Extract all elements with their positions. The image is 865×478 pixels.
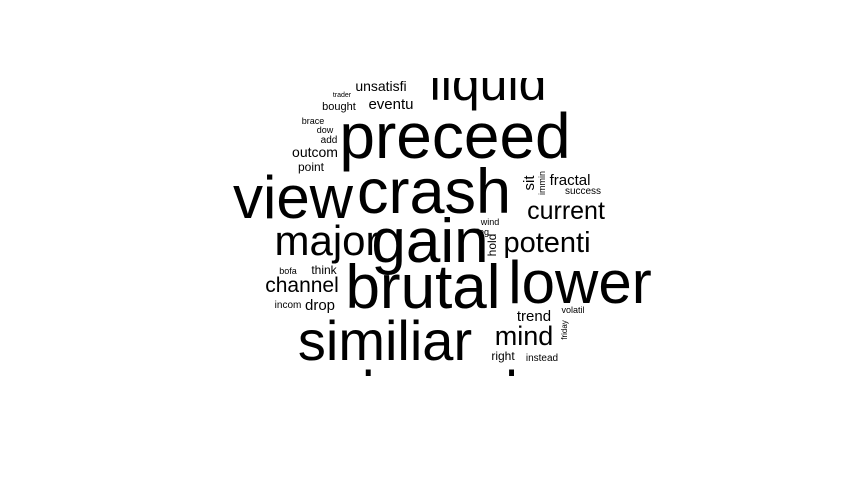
word-right: right: [491, 349, 515, 363]
word-friday: friday: [560, 320, 569, 340]
word-leg: leg: [477, 227, 489, 237]
word-brace: brace: [302, 116, 325, 126]
word-instead: instead: [526, 353, 558, 364]
word-add: add: [321, 135, 338, 146]
word-bought: bought: [322, 101, 356, 113]
word-dow: dow: [317, 125, 334, 135]
word-mind: mind: [495, 321, 554, 351]
word-liquid: liquid: [430, 55, 547, 111]
word-sit: sit: [521, 175, 538, 191]
word-think: think: [311, 263, 337, 277]
word-major: major: [274, 217, 379, 264]
word-crash: crash: [357, 157, 511, 227]
word-trend: trend: [517, 308, 551, 325]
word-brutal: brutal: [345, 253, 500, 322]
word-trader: trader: [333, 92, 352, 99]
word-outcom: outcom: [292, 144, 338, 160]
word-rebound: rebound: [312, 359, 518, 422]
word-immin: immin: [537, 171, 547, 195]
word-channel: channel: [265, 274, 339, 297]
word-unsatisfi: unsatisfi: [355, 78, 406, 94]
word-wind: wind: [480, 217, 500, 227]
word-fractal: fractal: [550, 172, 591, 189]
word-current: current: [527, 197, 605, 225]
word-drop: drop: [305, 297, 335, 314]
word-point: point: [298, 160, 325, 174]
word-gain: gain: [371, 207, 488, 276]
word-eventu: eventu: [368, 96, 413, 113]
word-success: success: [565, 186, 601, 197]
word-view: view: [233, 164, 354, 231]
word-bofa: bofa: [279, 266, 297, 276]
word-preceed: preceed: [339, 100, 570, 172]
word-similiar: similiar: [298, 309, 472, 372]
word-volatil: volatil: [561, 305, 584, 315]
word-hold: hold: [485, 234, 499, 257]
word-lower: lower: [508, 249, 651, 316]
word-incom: incom: [275, 300, 302, 311]
word-potenti: potenti: [503, 227, 590, 259]
